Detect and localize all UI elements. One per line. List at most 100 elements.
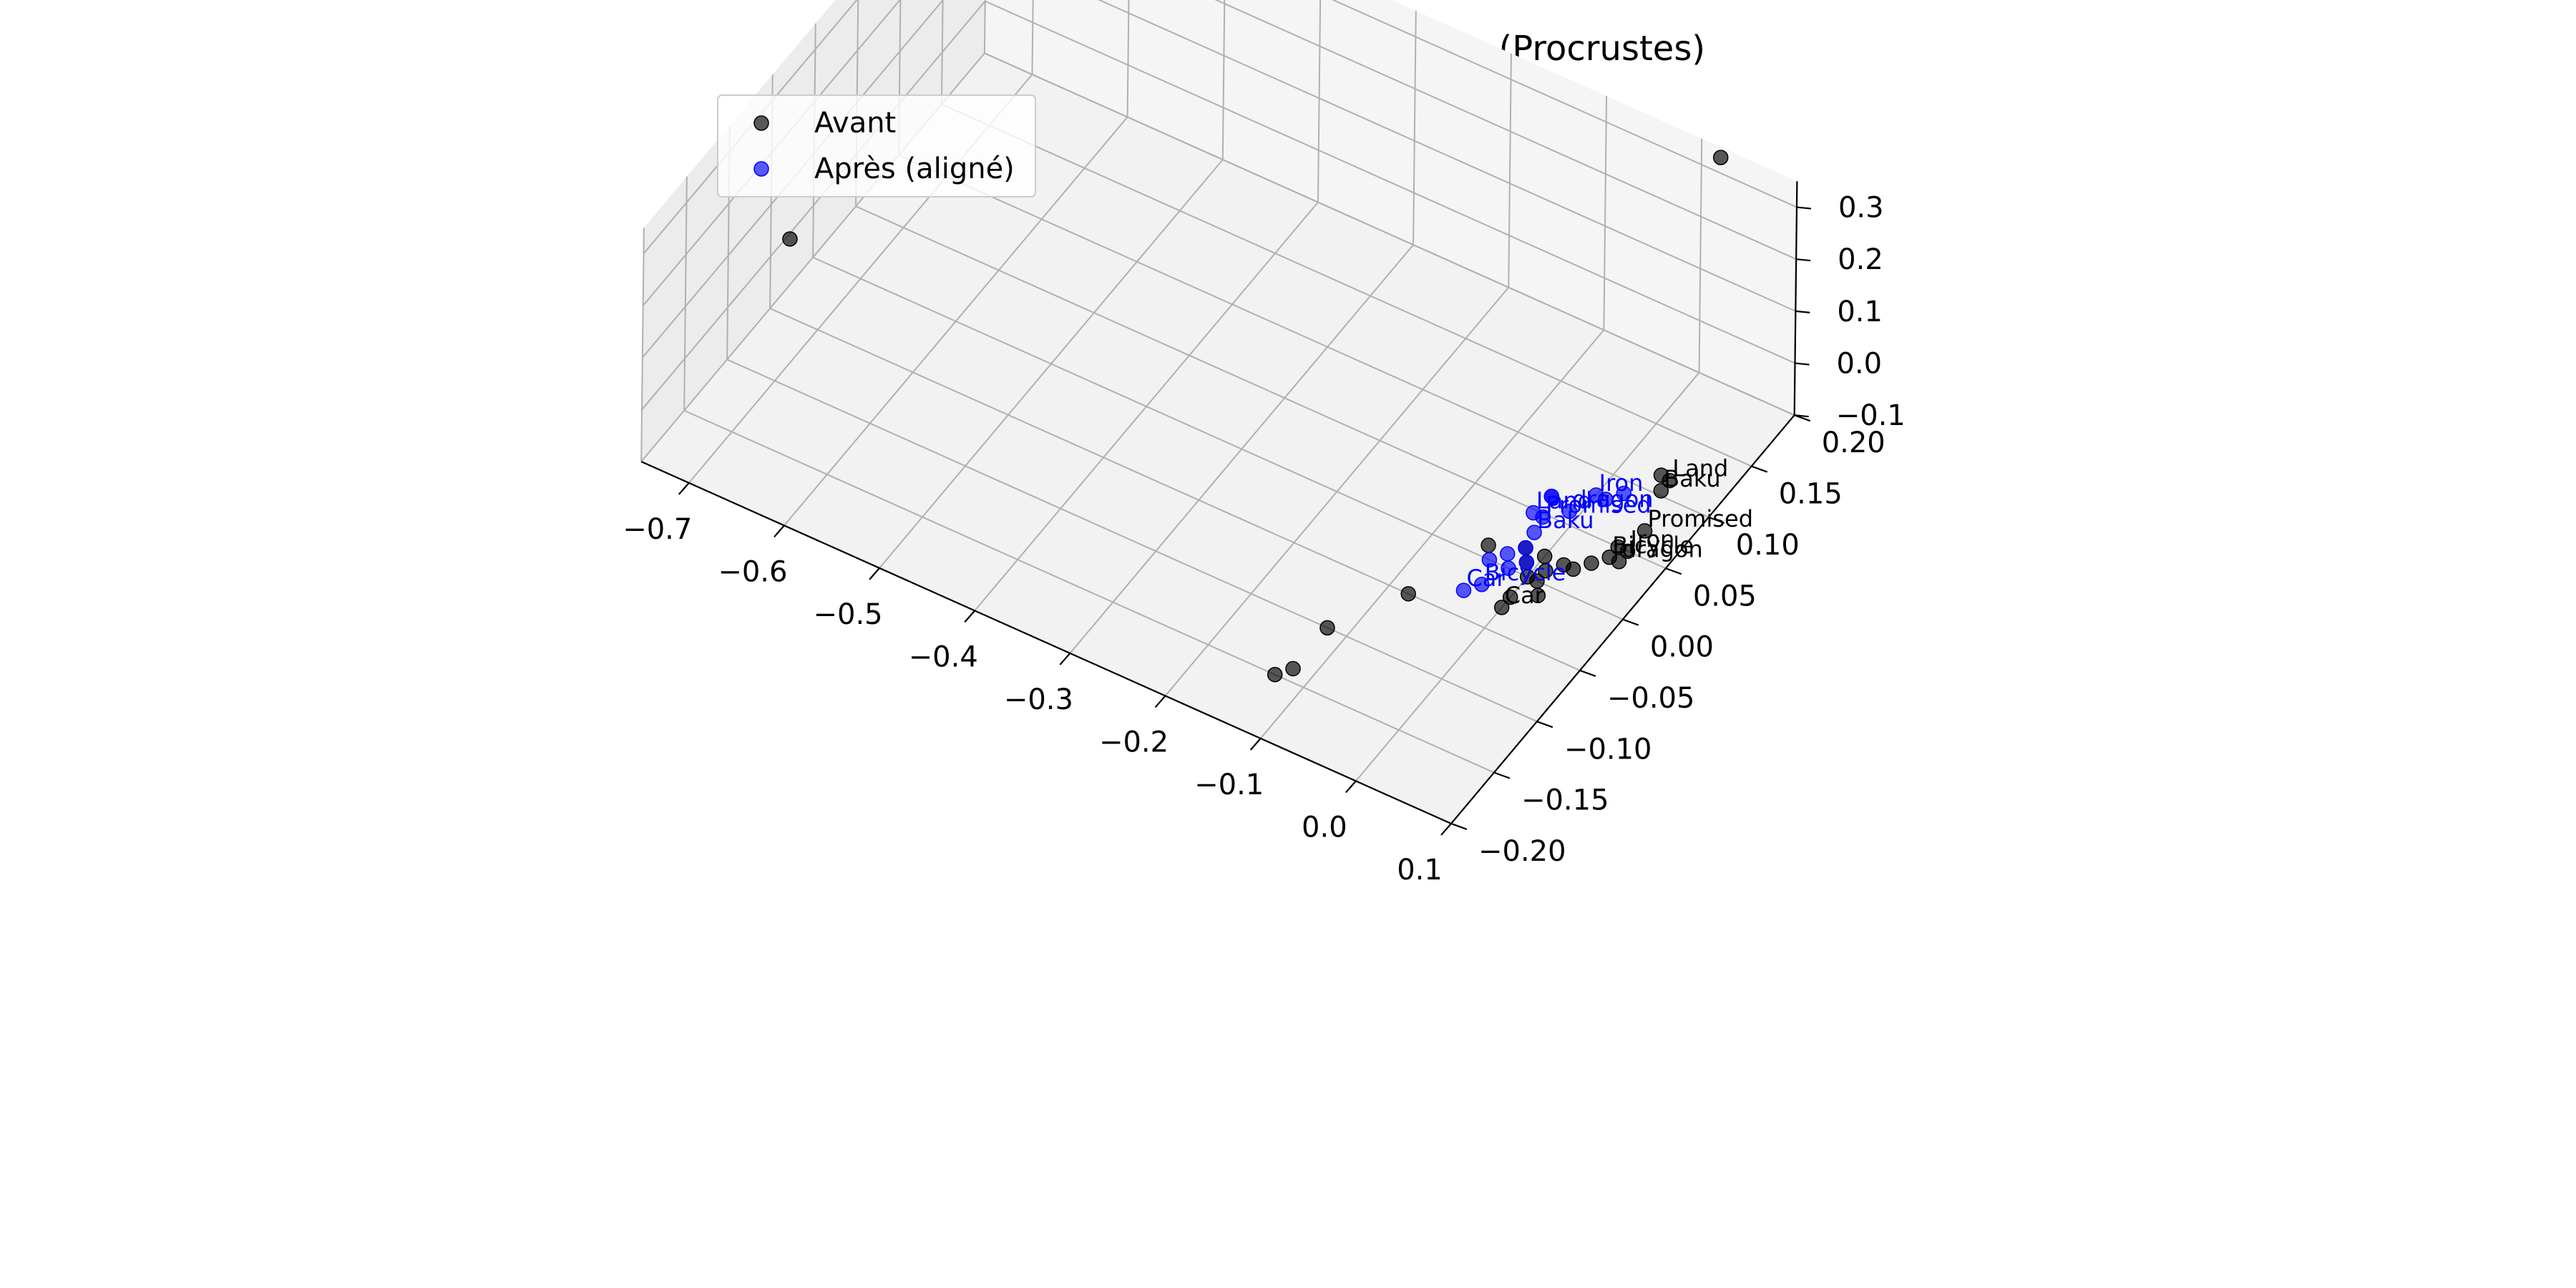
z-tick-label: 0.0 [1837,348,1883,381]
point-label: Iron [1599,469,1644,497]
data-point-apres [1535,509,1551,525]
legend-frame [717,94,1036,197]
data-points [782,150,1729,683]
y-tick-mark [1536,721,1553,728]
z-axis-line [1793,181,1798,416]
data-point-avant [1601,550,1617,565]
point-label: Iron [1631,525,1675,552]
data-point-avant [1319,620,1335,636]
x-tick-mark [678,482,690,495]
x-tick-label: −0.1 [1194,769,1264,801]
point-label: Land [1672,455,1728,482]
y-tick-label: 0.20 [1822,426,1885,459]
grid-line [1214,0,1797,260]
data-point-avant [1556,557,1572,573]
y-tick-label: 0.15 [1779,478,1843,511]
x-tick-mark [1249,738,1262,751]
z-tick-label: 0.1 [1837,296,1883,328]
z-tick-mark [1796,206,1812,210]
data-point-apres [1481,552,1498,568]
y-tick-label: 0.00 [1650,631,1714,664]
grid-line [643,0,858,255]
data-point-avant [1400,586,1416,602]
data-point-avant [1610,539,1626,555]
data-point-apres [1501,560,1516,576]
point-label: Promised [1546,492,1652,519]
x-tick-label: 0.1 [1397,854,1443,887]
z-tick-mark [1795,362,1810,366]
x-tick-label: −0.3 [1004,683,1073,716]
legend: Avant Après (aligné) [717,94,1036,197]
data-point-avant [1584,555,1599,571]
grid-line [1698,138,1703,373]
x-tick-label: −0.6 [718,555,787,588]
y-tick-mark [1622,618,1639,626]
point-labels: LandBakuPromisedIrondragonBicycleCarLand… [1466,455,1753,609]
grid-line [1098,0,1796,312]
y-tick-mark [1450,822,1468,831]
z-tick-label: −0.1 [1836,399,1906,432]
data-point-apres [1474,577,1490,592]
grid-line [985,0,1795,364]
tick-labels: −0.7 −0.6 −0.5 −0.4 −0.3 −0.2 −0.1 0.0 0.1 −0.20 −… [623,192,1906,887]
y-tick-mark [1751,465,1768,473]
x-tick-label: −0.2 [1099,726,1169,758]
grid-line [683,176,688,411]
grid-line [983,0,986,54]
x-tick-mark [964,610,976,623]
x-tick-mark [869,567,880,580]
data-point-apres [1526,525,1542,540]
grid-line [1508,53,1512,288]
y-tick-label: 0.10 [1736,529,1800,562]
grid-line [940,0,944,104]
data-point-apres [1543,489,1560,504]
point-label: dragon [1622,536,1703,563]
x-tick-label: −0.7 [623,513,692,546]
data-point-avant [1662,472,1678,489]
data-point-apres [1518,555,1535,570]
grid-line [640,228,645,462]
legend-label-apres: Après (aligné) [814,152,1015,185]
data-point-avant [1530,587,1546,604]
grid-line [1331,0,1797,208]
grid-line [898,155,1709,518]
data-point-avant [1653,483,1669,499]
grid-line [1221,0,1226,160]
y-tick-label: −0.05 [1607,682,1695,715]
x-tick-mark [1059,653,1071,665]
grid-line [683,409,1495,774]
data-point-avant [1285,660,1301,677]
y-tick-label: −0.15 [1521,784,1609,817]
point-label: Car [1505,582,1545,609]
point-label: Baku [1537,507,1594,534]
data-point-avant [1636,523,1653,539]
data-point-apres [1598,492,1614,507]
y-tick-label: −0.20 [1478,835,1566,868]
x-tick-mark [1154,695,1166,708]
x-tick-label: −0.5 [814,598,883,631]
point-label: Bicycle [1612,532,1694,559]
y-tick-mark [1579,669,1596,677]
data-point-avant [1712,150,1729,165]
x-axis-line [640,461,1452,825]
data-point-apres [1518,540,1533,556]
y-tick-mark [1708,516,1725,524]
point-label: Car [1466,565,1506,592]
point-label: Bicycle [1485,559,1566,586]
grid-line [1126,0,1130,117]
data-point-avant [1267,667,1283,683]
data-point-avant [1480,537,1496,553]
x-tick-mark [1345,780,1357,794]
data-point-avant [1536,548,1553,565]
legend-marker-apres [753,161,769,177]
tick-marks [678,206,1812,836]
back-wall-pane [984,0,1797,416]
z-tick-label: 0.2 [1838,243,1883,276]
data-point-apres [1616,485,1632,502]
x-tick-label: −0.4 [909,640,978,673]
grid-line [1031,0,1034,75]
grid-line [769,308,1581,671]
x-tick-mark [774,525,785,538]
z-tick-mark [1795,310,1810,313]
